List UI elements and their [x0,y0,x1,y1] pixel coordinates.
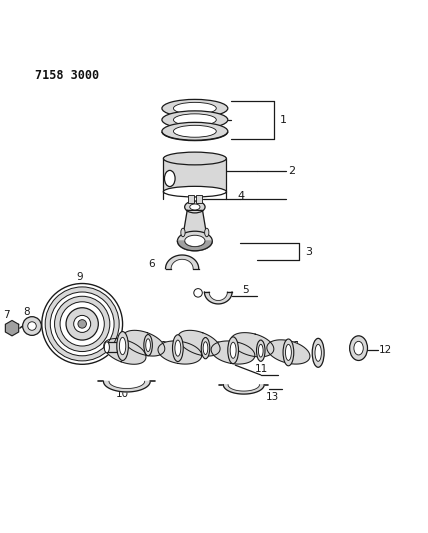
Polygon shape [205,292,232,304]
Ellipse shape [172,335,183,361]
Ellipse shape [205,228,209,237]
Ellipse shape [104,342,110,353]
Polygon shape [231,333,274,357]
Text: 12: 12 [379,345,392,356]
Polygon shape [183,211,207,236]
Text: 5: 5 [243,285,249,295]
Ellipse shape [173,125,216,137]
Ellipse shape [315,344,321,361]
Polygon shape [104,381,150,392]
Ellipse shape [178,231,212,251]
Text: 11: 11 [255,365,268,374]
Ellipse shape [184,201,205,213]
Ellipse shape [163,187,226,197]
Ellipse shape [312,338,324,367]
Ellipse shape [259,344,263,357]
Ellipse shape [163,152,226,165]
Ellipse shape [146,339,150,352]
Text: 9: 9 [77,272,83,282]
Circle shape [50,292,114,356]
Ellipse shape [144,335,152,356]
Text: 8: 8 [24,308,30,318]
Ellipse shape [230,342,236,358]
Text: 2: 2 [288,166,296,176]
Polygon shape [267,340,310,364]
Ellipse shape [162,99,228,117]
Ellipse shape [184,235,205,247]
Circle shape [54,296,110,352]
Ellipse shape [173,102,216,114]
Ellipse shape [117,332,128,360]
Circle shape [66,308,98,340]
Circle shape [42,284,122,364]
Polygon shape [223,385,264,394]
Ellipse shape [285,344,291,360]
Ellipse shape [283,339,294,366]
Circle shape [28,322,36,330]
Text: 1: 1 [280,115,287,125]
Ellipse shape [190,204,200,210]
Polygon shape [158,341,202,364]
Text: 4: 4 [238,191,244,201]
Ellipse shape [175,340,181,356]
Polygon shape [178,330,220,356]
Ellipse shape [119,337,126,354]
Ellipse shape [228,337,238,364]
Ellipse shape [256,340,265,361]
Text: 3: 3 [306,247,312,256]
FancyBboxPatch shape [114,341,297,354]
Ellipse shape [164,171,175,187]
FancyBboxPatch shape [163,158,226,192]
FancyBboxPatch shape [107,342,117,352]
Circle shape [45,287,119,361]
Circle shape [74,316,91,333]
Polygon shape [178,241,212,251]
Polygon shape [122,330,165,356]
FancyBboxPatch shape [187,195,193,203]
Text: 10: 10 [116,389,129,399]
Ellipse shape [203,342,208,354]
Ellipse shape [201,337,210,359]
Polygon shape [104,338,146,364]
Polygon shape [166,255,199,269]
Ellipse shape [350,336,368,360]
Ellipse shape [181,228,185,237]
Text: 6: 6 [148,260,155,269]
Text: 7: 7 [3,310,10,320]
Text: 13: 13 [266,392,279,402]
Ellipse shape [173,114,216,126]
Circle shape [23,317,42,335]
Circle shape [60,302,104,346]
Circle shape [78,320,86,328]
Text: 7158 3000: 7158 3000 [36,69,100,82]
Circle shape [194,288,202,297]
Ellipse shape [162,111,228,129]
FancyBboxPatch shape [196,195,202,203]
Polygon shape [211,341,255,364]
Polygon shape [6,320,19,336]
Ellipse shape [162,123,228,140]
Ellipse shape [354,341,363,355]
